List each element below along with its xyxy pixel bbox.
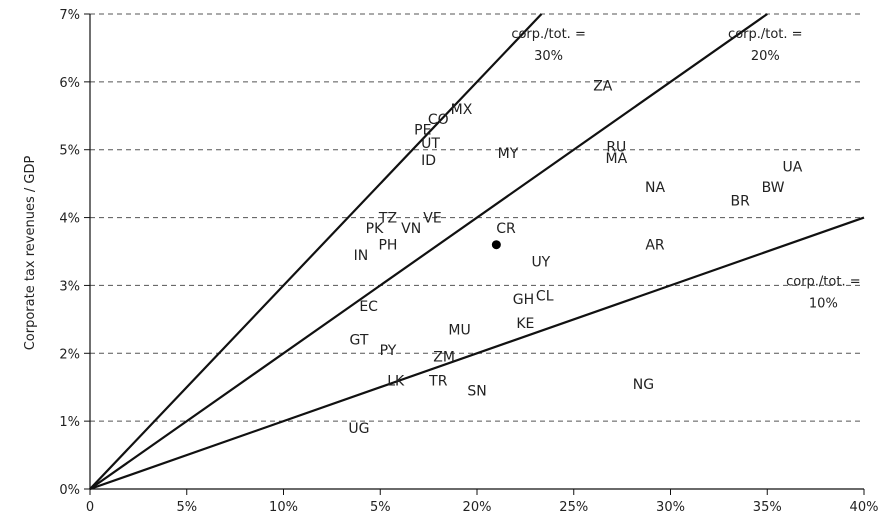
- point-label-lk: LK: [387, 373, 405, 389]
- y-axis-label: Corporate tax revenues / GDP: [23, 156, 38, 351]
- point-label-ru: RU: [606, 139, 626, 155]
- ref-line-label-2: corp./tot. =: [786, 274, 861, 289]
- point-label-pe: PE: [414, 122, 431, 138]
- point-label-py: PY: [380, 343, 397, 359]
- y-tick-label-6: 6%: [59, 76, 80, 91]
- ref-line-2: [89, 216, 865, 491]
- point-label-vn: VN: [401, 221, 421, 237]
- y-tick-label-2: 2%: [59, 347, 80, 362]
- point-label-ke: KE: [516, 316, 534, 332]
- point-label-br: BR: [730, 194, 750, 210]
- ref-line-value-2: 10%: [809, 296, 838, 311]
- x-tick-label-3: 5%: [370, 500, 391, 515]
- x-tick-label-8: 40%: [850, 500, 879, 515]
- point-label-tz: TZ: [378, 211, 397, 227]
- x-tick-label-1: 5%: [176, 500, 197, 515]
- point-label-cr: CR: [496, 221, 516, 237]
- point-label-uy: UY: [531, 255, 550, 271]
- y-tick-label-7: 7%: [59, 8, 80, 23]
- data-point-marker-0: [491, 240, 501, 250]
- point-label-ec: EC: [359, 299, 378, 315]
- y-tick-label-5: 5%: [59, 144, 80, 159]
- point-label-bw: BW: [762, 180, 785, 196]
- y-tick-label-3: 3%: [59, 279, 80, 294]
- y-tick-label-1: 1%: [59, 415, 80, 430]
- axes: 0% 1% 2% 3% 4% 5% 6% 7% 0 5% 10% 5% 20% 25% 30% 35% 40%: [59, 8, 878, 515]
- point-label-ng: NG: [633, 377, 654, 393]
- x-tick-label-7: 35%: [753, 500, 782, 515]
- point-label-ve: VE: [423, 211, 441, 227]
- point-label-my: MY: [498, 146, 519, 162]
- reference-lines: corp./tot. = 30% corp./tot. = 20% corp./tot.…: [89, 13, 865, 491]
- ref-line-0: [89, 13, 543, 490]
- markers: [491, 240, 501, 250]
- point-label-in: IN: [354, 248, 369, 264]
- point-label-co: CO: [428, 112, 449, 128]
- x-tick-label-6: 30%: [656, 500, 685, 515]
- x-tick-label-0: 0: [86, 500, 94, 515]
- point-label-sn: SN: [467, 384, 486, 400]
- point-label-ma: MA: [605, 151, 627, 167]
- y-tick-label-0: 0%: [59, 483, 80, 498]
- point-label-mu: MU: [448, 323, 470, 339]
- point-label-ut: UT: [421, 136, 440, 152]
- ref-line-label-0: corp./tot. =: [511, 27, 586, 42]
- x-tick-label-4: 20%: [463, 500, 492, 515]
- point-label-ar: AR: [645, 238, 665, 254]
- point-label-zm: ZM: [433, 350, 455, 366]
- point-label-ph: PH: [378, 238, 397, 254]
- point-label-tr: TR: [428, 373, 448, 389]
- point-label-ua: UA: [782, 160, 802, 176]
- point-label-gt: GT: [350, 333, 369, 349]
- x-tick-label-5: 25%: [559, 500, 588, 515]
- point-label-gh: GH: [513, 292, 534, 308]
- ref-line-label-1: corp./tot. =: [728, 27, 803, 42]
- ref-line-value-0: 30%: [534, 49, 563, 64]
- y-tick-label-4: 4%: [59, 212, 80, 227]
- x-tick-label-2: 10%: [269, 500, 298, 515]
- point-label-id: ID: [421, 153, 436, 169]
- ref-line-value-1: 20%: [751, 49, 780, 64]
- ref-line-1: [89, 13, 768, 490]
- point-label-za: ZA: [593, 78, 613, 94]
- point-label-na: NA: [645, 180, 665, 196]
- point-label-pk: PK: [366, 221, 384, 237]
- point-label-ug: UG: [348, 421, 369, 437]
- point-label-mx: MX: [451, 102, 473, 118]
- point-label-cl: CL: [536, 289, 554, 305]
